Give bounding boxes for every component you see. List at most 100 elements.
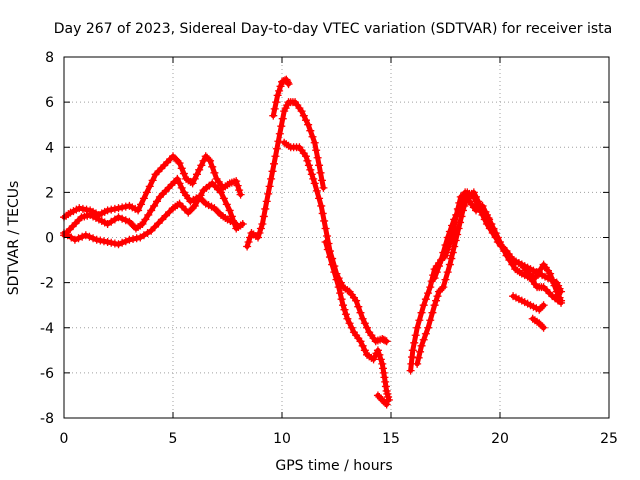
data-point-marker: [439, 248, 448, 257]
data-point-marker: [307, 170, 316, 179]
data-point-marker: [448, 248, 457, 257]
grid: [64, 57, 609, 418]
data-point-marker: [453, 230, 462, 239]
data-point-marker: [472, 192, 481, 201]
data-point-marker: [179, 169, 188, 178]
data-point-marker: [379, 364, 388, 373]
data-point-marker: [110, 239, 119, 248]
y-tick-label: 8: [45, 50, 54, 66]
series-track-3: [60, 179, 247, 249]
data-point-marker: [557, 296, 566, 305]
data-point-marker: [356, 308, 365, 317]
data-point-marker: [408, 346, 417, 355]
data-layer: [60, 75, 566, 409]
data-point-marker: [129, 235, 138, 244]
data-point-marker: [301, 116, 310, 125]
data-point-marker: [121, 202, 130, 211]
data-point-marker: [382, 400, 391, 409]
data-point-marker: [408, 353, 417, 362]
data-point-marker: [328, 260, 337, 269]
data-point-marker: [118, 214, 127, 223]
data-point-marker: [424, 323, 433, 332]
data-point-marker: [272, 144, 281, 153]
data-point-marker: [278, 114, 287, 123]
series-trace: [281, 140, 390, 344]
data-point-marker: [271, 152, 280, 161]
data-point-marker: [264, 189, 273, 198]
data-point-marker: [481, 207, 490, 216]
data-point-marker: [177, 183, 186, 192]
data-point-marker: [530, 274, 539, 283]
data-point-marker: [235, 186, 244, 195]
data-point-marker: [272, 98, 281, 107]
data-point-marker: [270, 104, 279, 113]
data-point-marker: [316, 168, 325, 177]
data-point-marker: [317, 176, 326, 185]
data-point-marker: [450, 242, 459, 251]
x-tick-label: 15: [382, 431, 400, 447]
data-point-marker: [107, 238, 116, 247]
data-point-marker: [259, 212, 268, 221]
data-point-marker: [118, 238, 127, 247]
data-point-marker: [306, 165, 315, 174]
data-point-marker: [269, 111, 278, 120]
data-point-marker: [321, 224, 330, 233]
data-point-marker: [227, 212, 236, 221]
data-point-marker: [258, 219, 267, 228]
data-point-marker: [410, 338, 419, 347]
data-point-marker: [137, 200, 146, 209]
y-tick-label: 0: [45, 231, 54, 247]
series-track-8: [373, 391, 391, 409]
data-point-marker: [539, 301, 548, 310]
y-tick-label: -2: [40, 276, 54, 292]
data-point-marker: [195, 165, 204, 174]
data-point-marker: [428, 308, 437, 317]
data-point-marker: [175, 159, 184, 168]
data-point-marker: [308, 132, 317, 141]
data-point-marker: [147, 226, 156, 235]
data-point-marker: [358, 314, 367, 323]
data-point-marker: [376, 355, 385, 364]
data-point-marker: [411, 331, 420, 340]
data-point-marker: [154, 219, 163, 228]
data-point-marker: [204, 155, 213, 164]
data-point-marker: [274, 137, 283, 146]
series-trace: [244, 99, 326, 249]
data-point-marker: [173, 174, 182, 183]
data-point-marker: [360, 346, 369, 355]
data-point-marker: [190, 201, 199, 210]
data-point-marker: [415, 316, 424, 325]
data-point-marker: [533, 269, 542, 278]
data-point-marker: [406, 366, 415, 375]
data-point-marker: [75, 204, 84, 213]
data-point-marker: [317, 201, 326, 210]
data-point-marker: [277, 122, 286, 131]
data-point-marker: [478, 201, 487, 210]
data-point-marker: [82, 205, 91, 214]
data-point-marker: [256, 224, 265, 233]
data-point-marker: [114, 240, 123, 249]
data-point-marker: [193, 196, 202, 205]
data-point-marker: [487, 219, 496, 228]
data-point-marker: [283, 78, 292, 87]
data-point-marker: [474, 197, 483, 206]
data-point-marker: [118, 203, 127, 212]
data-point-marker: [74, 234, 83, 243]
data-point-marker: [320, 216, 329, 225]
data-point-marker: [450, 215, 459, 224]
data-point-marker: [275, 86, 284, 95]
data-point-marker: [315, 194, 324, 203]
data-point-marker: [121, 237, 130, 246]
data-point-marker: [270, 159, 279, 168]
data-point-marker: [85, 232, 94, 241]
data-point-marker: [550, 281, 559, 290]
data-point-marker: [144, 210, 153, 219]
series-track-5: [269, 75, 293, 120]
data-point-marker: [114, 213, 123, 222]
data-point-marker: [306, 126, 315, 135]
data-point-marker: [356, 337, 365, 346]
data-point-marker: [321, 238, 330, 247]
series-track-1: [60, 152, 245, 222]
data-point-marker: [309, 174, 318, 183]
data-point-marker: [426, 316, 435, 325]
